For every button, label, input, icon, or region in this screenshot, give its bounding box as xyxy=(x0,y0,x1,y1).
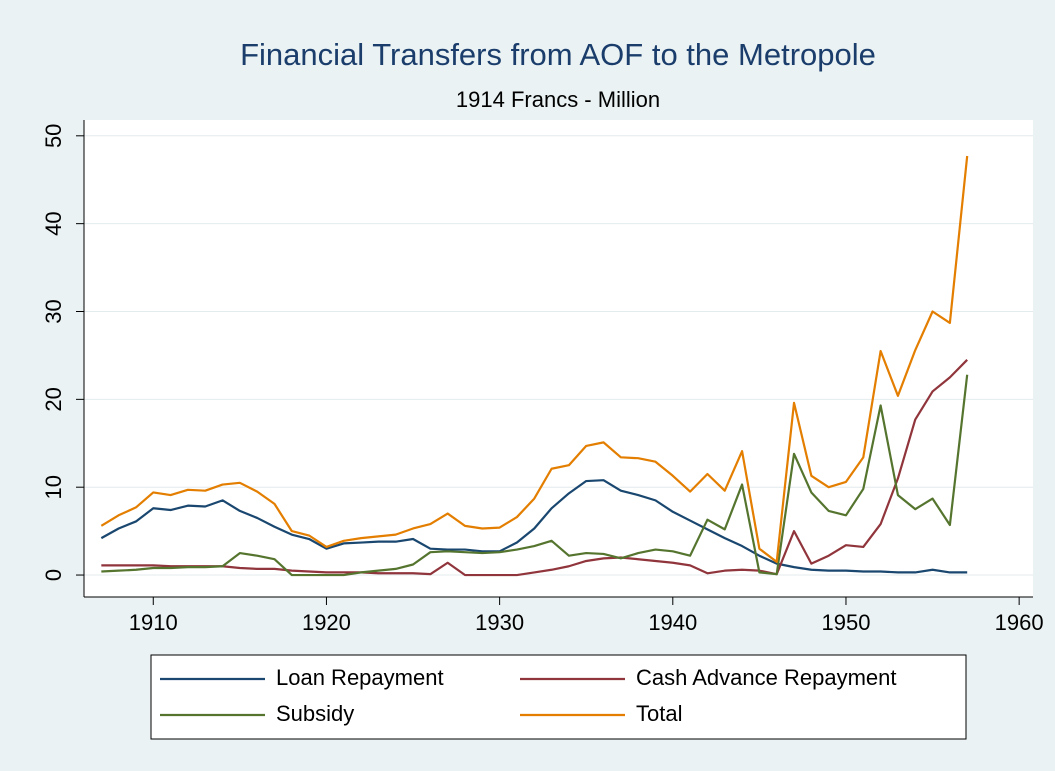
chart-subtitle: 1914 Francs - Million xyxy=(456,87,660,112)
y-tick-label: 40 xyxy=(41,211,66,235)
x-tick-label: 1960 xyxy=(995,610,1044,635)
plot-area xyxy=(84,120,1033,597)
x-tick-label: 1940 xyxy=(648,610,697,635)
x-tick-label: 1920 xyxy=(302,610,351,635)
y-tick-label: 10 xyxy=(41,475,66,499)
legend-label: Total xyxy=(636,701,682,726)
legend-label: Subsidy xyxy=(276,701,354,726)
x-tick-label: 1950 xyxy=(821,610,870,635)
series-line xyxy=(100,479,968,574)
x-tick-label: 1910 xyxy=(129,610,178,635)
legend xyxy=(150,654,967,740)
series-line xyxy=(100,155,969,563)
chart-title: Financial Transfers from AOF to the Metr… xyxy=(240,37,876,72)
y-tick-label: 20 xyxy=(41,387,66,411)
legend-label: Cash Advance Repayment xyxy=(636,665,897,690)
series-line xyxy=(101,374,969,577)
legend-label: Loan Repayment xyxy=(276,665,444,690)
y-tick-label: 50 xyxy=(41,124,66,148)
y-tick-label: 30 xyxy=(41,299,66,323)
series-line xyxy=(101,359,968,577)
x-tick-label: 1930 xyxy=(475,610,524,635)
y-tick-label: 0 xyxy=(41,569,66,581)
